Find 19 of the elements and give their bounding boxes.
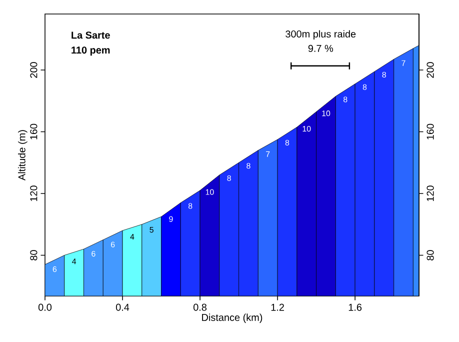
x-tick-label: 1.6 <box>348 304 362 311</box>
x-axis-title: Distance (km) <box>202 314 262 323</box>
y2-tick-label: 80 <box>426 250 434 260</box>
x-tick-label: 0.0 <box>38 304 52 311</box>
y2-tick-label: 160 <box>426 124 434 140</box>
x-tick-label: 0.4 <box>116 304 130 311</box>
y2-tick-label: 200 <box>426 62 434 78</box>
x-tick-label: 0.8 <box>193 304 207 311</box>
text: La Sarte <box>72 32 110 39</box>
annotation: 9.7 % <box>308 44 334 52</box>
annotation: 300m plus raide <box>286 30 356 40</box>
y-axis-title: Altitude (m) <box>18 130 28 180</box>
y-tick-label: 160 <box>30 124 38 140</box>
y-tick-label: 120 <box>30 186 38 202</box>
y-tick-label: 80 <box>30 250 38 260</box>
y-tick-label: 200 <box>30 62 38 78</box>
x-tick-label: 1.2 <box>271 304 284 311</box>
text: 110 pem <box>72 46 110 56</box>
y2-tick-label: 120 <box>426 186 434 202</box>
